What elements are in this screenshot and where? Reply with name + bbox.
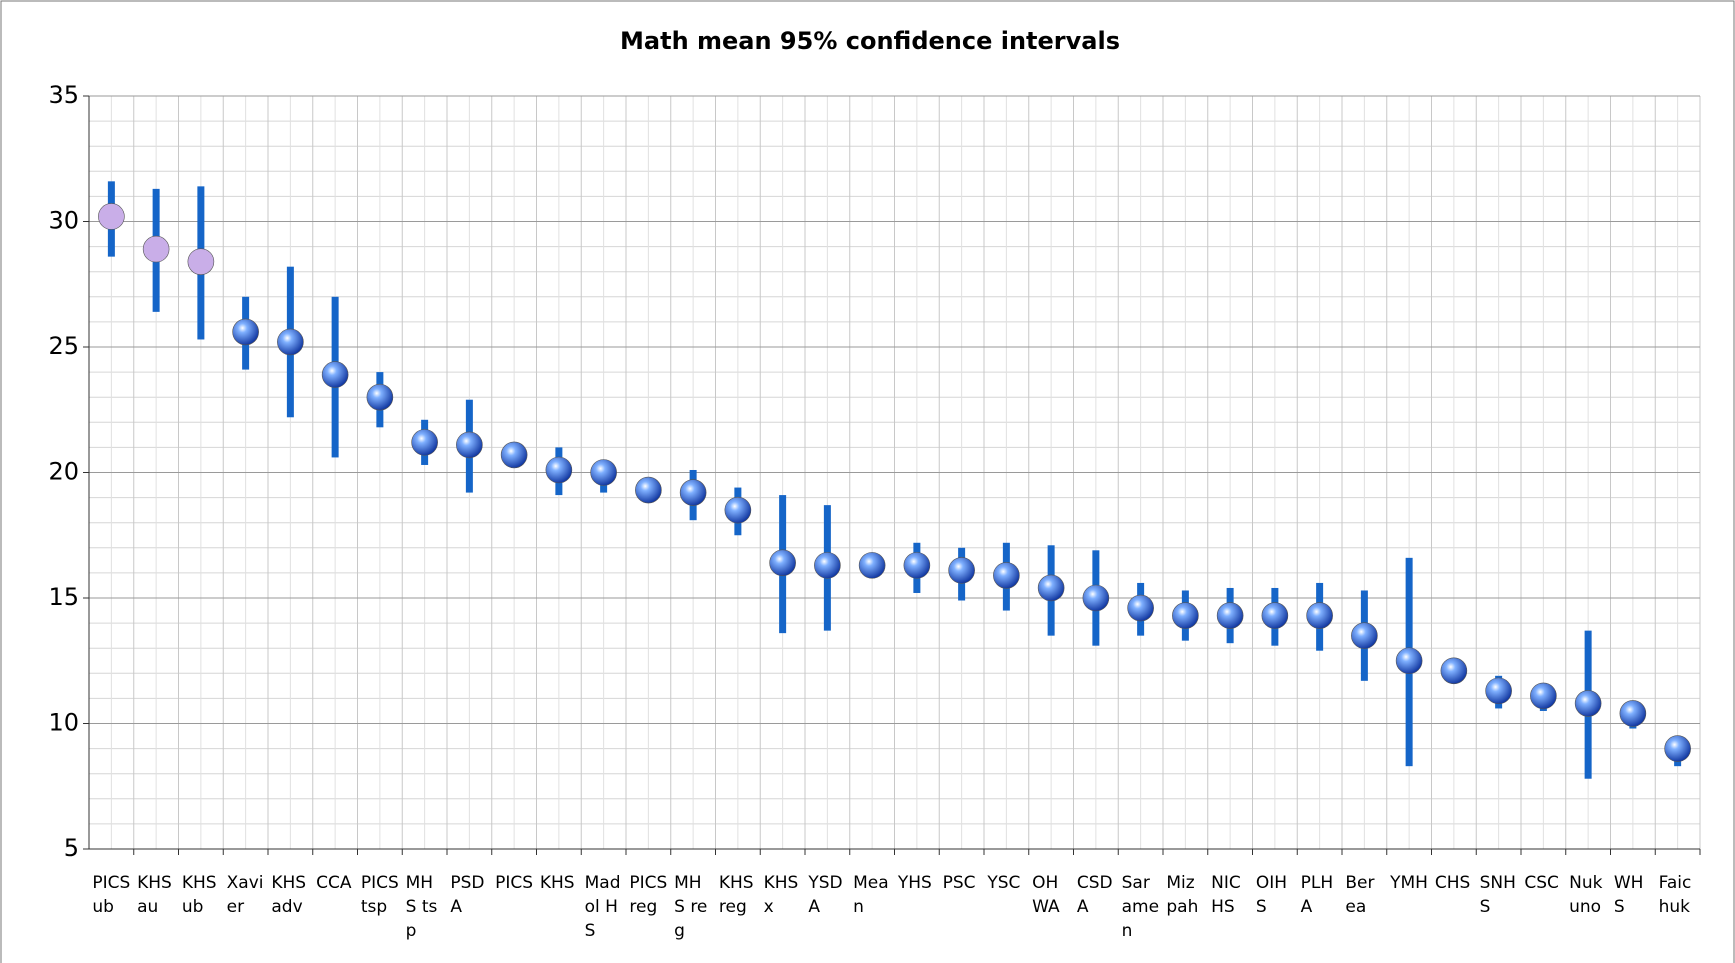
chart-title: Math mean 95% confidence intervals (620, 27, 1120, 55)
y-tick-label: 30 (48, 207, 79, 235)
mean-marker (232, 318, 259, 346)
x-tick-label: OIHS (1255, 873, 1288, 917)
mean-marker (411, 429, 438, 456)
mean-marker (1395, 647, 1423, 675)
mean-marker (1306, 602, 1333, 629)
x-tick-label: KHS adv (271, 873, 307, 917)
mean-marker (679, 479, 707, 506)
mean-marker (1216, 602, 1244, 629)
x-tick-label: YHS (897, 873, 932, 893)
mean-marker (635, 476, 662, 504)
mean-marker (1664, 735, 1691, 762)
x-tick-label: CCA (316, 873, 352, 893)
mean-marker (1261, 602, 1289, 629)
x-tick-label: KHS (539, 873, 575, 893)
x-tick-label: PSC (942, 873, 976, 893)
x-tick-label: YMH (1390, 873, 1428, 893)
mean-marker (814, 552, 841, 579)
x-tick-label: SNHS (1479, 873, 1516, 917)
x-tick-label: Saramen (1121, 873, 1160, 941)
x-tick-label: NICHS (1211, 873, 1241, 917)
mean-marker (948, 557, 975, 584)
mean-marker (1127, 594, 1154, 622)
y-tick-label: 25 (48, 332, 79, 360)
x-tick-label: PLHA (1300, 873, 1334, 917)
mean-marker (1574, 690, 1602, 717)
x-tick-label: Berea (1345, 873, 1375, 917)
mean-marker (590, 459, 617, 486)
x-tick-label: Mean (853, 873, 889, 917)
x-tick-label: PICS tsp (360, 873, 399, 917)
mean-marker (903, 552, 931, 579)
x-tick-label: Madol HS (584, 873, 621, 941)
mean-marker (321, 361, 349, 388)
mean-marker (1351, 622, 1378, 649)
x-tick-label: MHS tsp (405, 873, 438, 941)
mean-marker (1172, 602, 1199, 629)
y-tick-label: 15 (48, 583, 79, 611)
mean-marker (1530, 682, 1557, 710)
x-tick-label: PICS ub (92, 873, 131, 917)
mean-marker (98, 203, 125, 230)
x-tick-label: YSDA (808, 873, 843, 917)
x-tick-label: PSDA (450, 873, 485, 917)
x-tick-label: PICS (495, 873, 534, 893)
mean-marker (858, 552, 886, 579)
mean-marker (724, 496, 752, 524)
x-tick-label: KHS ub (181, 873, 217, 917)
mean-marker (1485, 677, 1512, 705)
x-tick-label: Xavier (226, 873, 264, 917)
mean-marker (993, 562, 1020, 589)
x-tick-label: CSC (1524, 873, 1559, 893)
y-tick-label: 20 (48, 458, 79, 486)
x-tick-label: MHS reg (674, 873, 708, 941)
x-tick-label: YSC (987, 873, 1021, 893)
mean-marker (1037, 574, 1065, 602)
x-tick-label: Mizpah (1166, 873, 1199, 917)
mean-marker (142, 235, 170, 263)
x-tick-label: PICS reg (629, 873, 668, 917)
y-tick-label: 35 (48, 81, 79, 109)
y-tick-label: 10 (48, 709, 79, 737)
mean-marker (456, 431, 483, 459)
mean-marker (277, 328, 304, 356)
mean-marker (1082, 584, 1110, 612)
x-tick-label: KHS reg (718, 873, 754, 917)
x-tick-label: Faichuk (1658, 873, 1692, 917)
mean-marker (1619, 700, 1647, 727)
x-tick-label: CHS (1434, 873, 1471, 893)
y-tick-label: 5 (64, 834, 79, 862)
mean-marker (769, 549, 796, 577)
mean-marker (1440, 657, 1468, 685)
mean-marker (187, 248, 215, 275)
mean-marker (500, 441, 528, 469)
x-tick-label: OHWA (1032, 873, 1060, 917)
x-tick-label: CSDA (1076, 873, 1113, 917)
x-tick-label: KHS au (137, 873, 172, 917)
x-tick-label: Nukuno (1569, 873, 1603, 917)
mean-marker (366, 383, 394, 411)
x-tick-label: WHS (1613, 873, 1644, 917)
mean-marker (545, 456, 573, 484)
x-tick-label: KHS x (763, 873, 799, 917)
